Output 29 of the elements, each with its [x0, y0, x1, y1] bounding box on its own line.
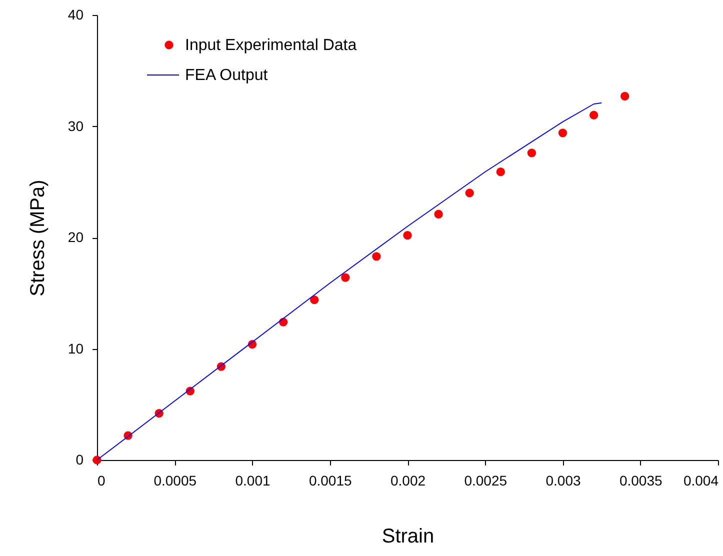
point — [372, 252, 381, 261]
x-tick-label: 0.003 — [546, 472, 581, 488]
x-tick-label: 0.0015 — [308, 472, 352, 488]
point — [465, 188, 474, 198]
legend-label: FEA Output — [185, 67, 268, 84]
y-tick-label: 10 — [68, 340, 84, 356]
point — [496, 168, 505, 176]
x-tick-label: 0.001 — [235, 472, 270, 488]
point — [434, 210, 443, 218]
x-tick-label: 0 — [98, 472, 106, 488]
point — [620, 92, 630, 101]
x-tick-label: 0.004 — [683, 472, 719, 488]
legend-label: Input Experimental Data — [185, 37, 357, 54]
y-axis-title: Stress (MPa) — [26, 180, 49, 296]
x-tick-label: 0.0035 — [619, 472, 662, 488]
x-axis-title: Strain — [382, 526, 434, 548]
y-tick-label: 40 — [68, 6, 84, 22]
y-tick-label: 20 — [68, 229, 84, 245]
y-tick-label: 30 — [68, 118, 84, 134]
point — [310, 295, 319, 304]
point — [558, 128, 568, 138]
point — [341, 273, 350, 282]
y-tick-label: 0 — [76, 452, 84, 468]
x-tick-label: 0.0025 — [464, 472, 508, 488]
point — [403, 230, 412, 240]
point — [527, 148, 536, 158]
x-tick-label: 0.002 — [390, 472, 426, 488]
x-tick-label: 0.0005 — [154, 472, 197, 488]
point — [589, 110, 598, 120]
